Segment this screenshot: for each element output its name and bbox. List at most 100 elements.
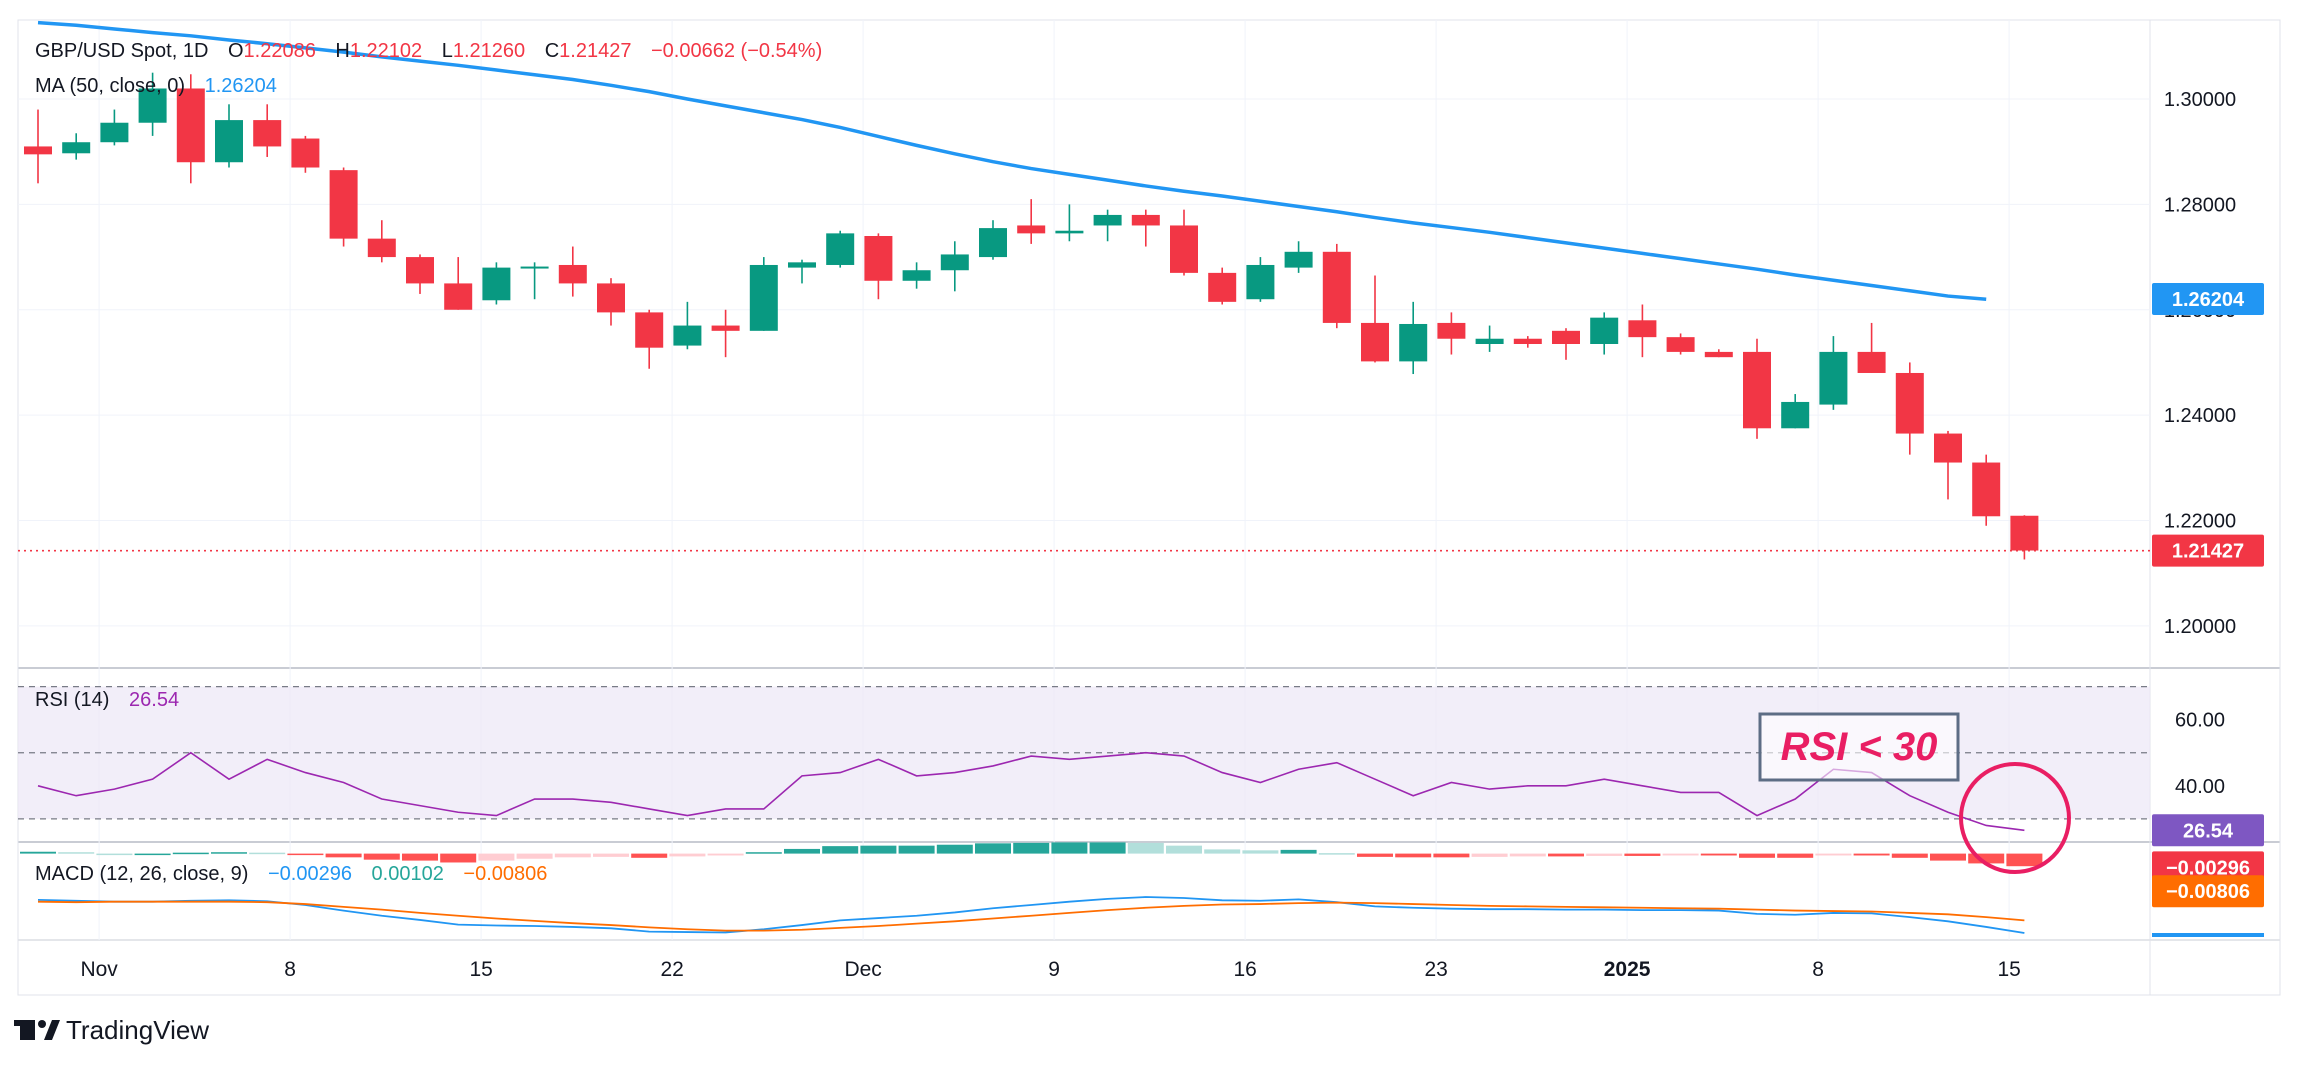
ma-price-badge-text: 1.26204 <box>2172 289 2245 311</box>
candle <box>2010 515 2039 560</box>
candle <box>940 241 969 292</box>
candle <box>1093 209 1122 242</box>
candle <box>558 246 587 297</box>
candle-body <box>1704 351 1733 358</box>
candle-body <box>902 270 931 281</box>
candle <box>1704 349 1733 358</box>
x-axis-label: 15 <box>469 958 492 981</box>
candle <box>1361 275 1389 363</box>
macd-histogram-bar <box>516 853 553 859</box>
candle-body <box>1170 225 1198 273</box>
candle <box>1666 333 1695 355</box>
price-tick-label: 1.20000 <box>2164 616 2236 638</box>
macd-layer <box>20 842 2043 934</box>
macd-histogram-bar <box>363 853 400 860</box>
macd-histogram-bar <box>211 852 247 854</box>
candle-body <box>1361 322 1389 362</box>
candle-body <box>138 88 167 123</box>
candle-body <box>1590 317 1619 344</box>
candle-body <box>1552 330 1580 344</box>
candle <box>100 109 129 146</box>
candle <box>864 233 893 300</box>
macd-value-badge-text: −0.00296 <box>2166 857 2250 879</box>
candle <box>138 72 167 136</box>
candle-body <box>1093 214 1122 226</box>
macd-histogram-bar <box>1471 853 1508 857</box>
candle <box>1743 338 1771 439</box>
candle <box>902 262 931 289</box>
price-tick-label: 1.22000 <box>2164 510 2236 532</box>
macd-scale-marker <box>2152 933 2264 937</box>
candle <box>826 230 855 268</box>
x-axis-label: 23 <box>1424 958 1447 981</box>
x-axis-label: 2025 <box>1604 958 1651 981</box>
rsi-tick-label: 40.00 <box>2175 776 2225 798</box>
candle-body <box>1934 433 1962 463</box>
macd-histogram-bar <box>1930 853 1966 861</box>
candle <box>711 309 740 358</box>
candle <box>1437 312 1466 355</box>
macd-histogram-bar <box>1127 842 1164 854</box>
macd-histogram-bar <box>1089 842 1126 854</box>
candle-body <box>1666 337 1695 352</box>
macd-histogram-bar <box>478 853 515 861</box>
macd-line <box>37 896 2025 934</box>
rsi-tick-label: 60.00 <box>2175 710 2225 732</box>
macd-histogram-bar <box>936 844 973 854</box>
candle-body <box>788 262 816 268</box>
macd-signal-line <box>37 900 2025 932</box>
candle <box>1857 322 1886 373</box>
macd-histogram-bar <box>1509 853 1546 857</box>
candle <box>253 104 282 157</box>
candle <box>329 167 358 247</box>
x-axis-label: Dec <box>844 958 881 981</box>
macd-histogram-bar <box>1051 842 1088 854</box>
ma-legend: MA (50, close, 0) 1.26204 <box>35 75 277 97</box>
macd-histogram-bar <box>1280 849 1317 854</box>
candle <box>291 135 320 173</box>
candle-body <box>1475 338 1504 344</box>
candle <box>1895 362 1924 455</box>
macd-histogram-bar <box>593 853 629 857</box>
macd-histogram-bar <box>1433 853 1470 858</box>
candle-body <box>673 325 702 346</box>
macd-histogram-bar <box>1624 853 1661 856</box>
x-axis-label: 16 <box>1233 958 1256 981</box>
rsi-band <box>18 686 2150 820</box>
candle <box>520 262 549 300</box>
candle <box>1590 312 1619 355</box>
macd-histogram-bar <box>134 853 171 856</box>
last-price-badge-text: 1.21427 <box>2172 541 2244 563</box>
candle <box>1246 257 1275 302</box>
macd-histogram-bar <box>1013 842 1050 854</box>
candle-body <box>635 312 664 348</box>
candle-body <box>291 138 320 168</box>
candle-body <box>24 146 52 155</box>
macd-histogram-bar <box>325 853 362 858</box>
rsi-value-badge: 26.54 <box>2152 814 2264 847</box>
macd-histogram-bar <box>249 852 286 855</box>
candle <box>444 257 473 310</box>
macd-histogram-bar <box>20 851 56 854</box>
candle <box>635 309 664 369</box>
macd-histogram-bar <box>1891 853 1928 858</box>
rsi-annotation-text: RSI < 30 <box>1781 725 1938 769</box>
candle-body <box>1399 323 1428 362</box>
macd-histogram-bar <box>287 853 324 856</box>
candle-body <box>2010 515 2039 551</box>
candle-body <box>1131 214 1160 226</box>
x-axis-label: 15 <box>1997 958 2020 981</box>
candle-body <box>597 283 625 313</box>
macd-histogram-bar <box>172 852 209 855</box>
candles <box>24 72 2039 560</box>
legend-layer: GBP/USD Spot, 1D O1.22086 H1.22102 L1.21… <box>35 40 822 885</box>
candle-body <box>444 283 473 310</box>
candle <box>176 74 205 184</box>
macd-histogram-bar <box>784 848 820 854</box>
macd-histogram-bar <box>1357 853 1393 857</box>
macd-histogram-bar <box>402 853 438 861</box>
macd-histogram-bar <box>2006 853 2043 867</box>
candle <box>1819 336 1848 410</box>
candle-body <box>1322 251 1351 323</box>
